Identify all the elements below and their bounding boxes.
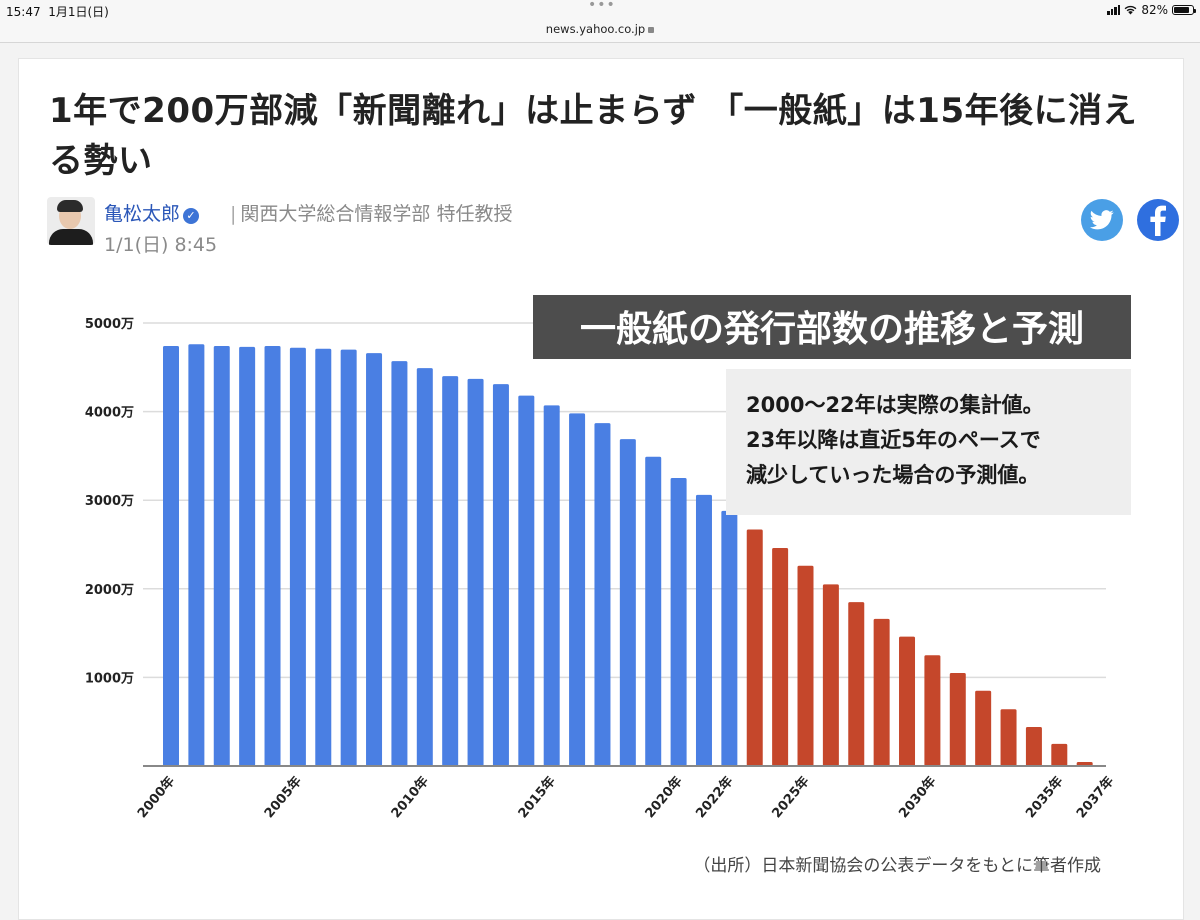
bar-2033 — [1000, 709, 1017, 766]
status-time: 15:47 1月1日(日) — [6, 3, 109, 20]
bar-2021 — [695, 494, 712, 766]
bar-2007 — [340, 349, 357, 766]
bar-2025 — [797, 565, 814, 766]
verified-badge-icon: ✓ — [183, 208, 200, 224]
battery-percent: 82% — [1141, 3, 1168, 17]
separator: | — [230, 203, 237, 225]
battery-icon — [1172, 5, 1196, 15]
bar-2006 — [315, 348, 332, 766]
bar-2020 — [670, 478, 687, 766]
more-dots-icon[interactable]: ••• — [588, 0, 616, 13]
bar-2015 — [543, 405, 560, 766]
wifi-icon — [1124, 5, 1137, 15]
share-buttons — [1081, 199, 1179, 241]
bar-2005 — [289, 347, 306, 766]
affiliation-text: 関西大学総合情報学部 特任教授 — [240, 203, 513, 225]
bar-2029 — [899, 636, 916, 766]
bar-2030 — [924, 655, 941, 766]
x-tick-label: 2025年 — [769, 773, 813, 821]
bar-2014 — [518, 395, 535, 766]
x-tick-label: 2035年 — [1022, 773, 1066, 821]
y-axis-labels: 1000万 2000万 3000万 4000万 5000万 — [85, 317, 134, 686]
article-title: 1年で200万部減「新聞離れ」は止まらず 「一般紙」は15年後に消える勢い — [49, 91, 1138, 181]
bar-2009 — [391, 361, 408, 766]
byline: 亀松太郎 ✓ | 関西大学総合情報学部 特任教授 1/1(日) 8:45 — [47, 197, 1157, 256]
annotation-box-bg — [726, 369, 1131, 515]
author-affiliation: | 関西大学総合情報学部 特任教授 — [230, 199, 512, 226]
y-tick-label: 2000万 — [85, 583, 134, 598]
facebook-share-button[interactable] — [1137, 199, 1179, 241]
bar-2011 — [442, 376, 459, 766]
chart-image: 1000万 2000万 3000万 4000万 5000万 2000年 2005年 2010… — [46, 281, 1156, 901]
article-card: 1年で200万部減「新聞離れ」は止まらず 「一般紙」は15年後に消える勢い 亀松… — [18, 58, 1184, 920]
bar-2018 — [619, 439, 636, 766]
bar-2013 — [492, 384, 509, 766]
author-link[interactable]: 亀松太郎 ✓ — [104, 199, 200, 226]
bar-2010 — [416, 368, 433, 766]
bar-2028 — [873, 618, 890, 766]
bar-2027 — [848, 602, 865, 766]
status-indicators: 82% — [1107, 3, 1196, 17]
annotation-line-1: 2000〜22年は実際の集計値。 — [746, 393, 1044, 417]
url-text: news.yahoo.co.jp — [545, 22, 646, 36]
x-tick-label: 2037年 — [1073, 773, 1117, 821]
x-tick-label: 2030年 — [896, 773, 940, 821]
bar-2035 — [1051, 743, 1068, 766]
bar-2032 — [975, 690, 992, 766]
x-tick-label: 2005年 — [261, 773, 305, 821]
bar-2026 — [822, 584, 839, 766]
y-tick-label: 5000万 — [85, 317, 134, 332]
bar-2034 — [1025, 727, 1042, 766]
twitter-share-button[interactable] — [1081, 199, 1123, 241]
x-axis-labels: 2000年 2005年 2010年 2015年 2020年 2022年 2025年 2030年… — [134, 773, 1117, 821]
bar-2008 — [366, 353, 383, 766]
battery-fill — [1174, 7, 1189, 13]
clock-time: 15:47 — [6, 5, 41, 19]
bar-2016 — [569, 413, 586, 766]
chart-title: 一般紙の発行部数の推移と予測 — [580, 309, 1084, 350]
bar-2000 — [163, 346, 179, 766]
bar-2024 — [772, 548, 789, 766]
lock-icon — [648, 27, 655, 33]
address-bar[interactable]: news.yahoo.co.jp — [0, 22, 1200, 36]
circulation-bar-chart: 1000万 2000万 3000万 4000万 5000万 2000年 2005年 2010… — [85, 295, 1131, 876]
bar-2003 — [239, 346, 256, 766]
bar-2001 — [188, 344, 205, 766]
source-note: （出所）日本新聞協会の公表データをもとに筆者作成 — [693, 855, 1101, 876]
annotation-box: 2000〜22年は実際の集計値。 23年以降は直近5年のペースで 減少していった… — [726, 369, 1131, 515]
title-box-bg — [533, 295, 1131, 359]
author-name[interactable]: 亀松太郎 — [104, 203, 181, 225]
chart-title-box: 一般紙の発行部数の推移と予測 — [533, 295, 1131, 359]
x-tick-label: 2000年 — [134, 773, 178, 821]
bar-2017 — [594, 423, 611, 766]
facebook-icon — [1150, 205, 1166, 236]
bar-2012 — [467, 378, 484, 766]
bar-2022 — [721, 510, 738, 766]
bar-2031 — [949, 672, 966, 766]
bar-2023 — [746, 529, 763, 766]
bar-2002 — [213, 346, 230, 766]
signal-icon — [1107, 5, 1121, 15]
x-tick-label: 2020年 — [642, 773, 686, 821]
author-avatar[interactable] — [47, 197, 95, 245]
clock-date: 1月1日(日) — [48, 5, 109, 19]
bar-2004 — [264, 346, 281, 766]
publish-date: 1/1(日) 8:45 — [104, 234, 218, 256]
twitter-icon — [1090, 210, 1114, 230]
y-tick-label: 1000万 — [85, 671, 134, 686]
x-tick-label: 2010年 — [388, 773, 432, 821]
annotation-line-2: 23年以降は直近5年のペースで — [746, 428, 1041, 452]
status-bar: 15:47 1月1日(日) ••• news.yahoo.co.jp 82% — [0, 0, 1200, 43]
x-tick-label: 2015年 — [515, 773, 559, 821]
annotation-line-3: 減少していった場合の予測値。 — [746, 463, 1039, 487]
x-tick-label: 2022年 — [693, 773, 737, 821]
bar-2019 — [645, 456, 662, 766]
bars — [163, 344, 1093, 766]
y-tick-label: 4000万 — [85, 406, 134, 421]
y-tick-label: 3000万 — [85, 494, 134, 509]
